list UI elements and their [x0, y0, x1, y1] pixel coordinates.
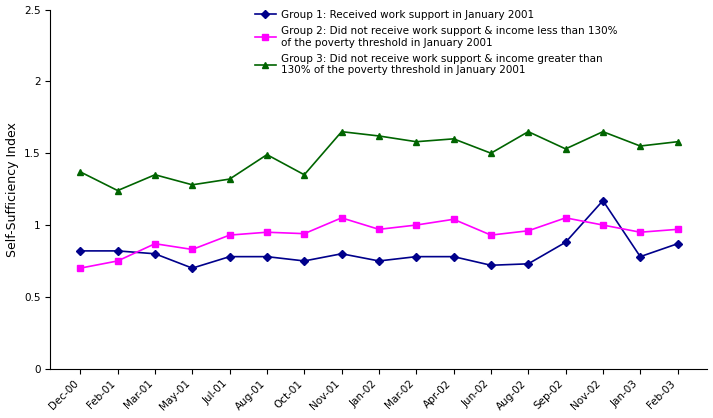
Group 1: Received work support in January 2001: (0, 0.82): Received work support in January 2001: (… — [76, 248, 85, 253]
Group 2: Did not receive work support & income less than 130%
of the poverty threshold in January 2001: (13, 1.05): Did not receive work support & income le… — [561, 215, 570, 220]
Group 1: Received work support in January 2001: (5, 0.78): Received work support in January 2001: (… — [262, 254, 271, 259]
Group 3: Did not receive work support & income greater than
130% of the poverty threshold in January 2001: (13, 1.53): Did not receive work support & income gr… — [561, 146, 570, 151]
Group 3: Did not receive work support & income greater than
130% of the poverty threshold in January 2001: (8, 1.62): Did not receive work support & income gr… — [374, 133, 383, 138]
Group 3: Did not receive work support & income greater than
130% of the poverty threshold in January 2001: (16, 1.58): Did not receive work support & income gr… — [673, 139, 682, 144]
Group 3: Did not receive work support & income greater than
130% of the poverty threshold in January 2001: (6, 1.35): Did not receive work support & income gr… — [300, 172, 309, 177]
Group 2: Did not receive work support & income less than 130%
of the poverty threshold in January 2001: (12, 0.96): Did not receive work support & income le… — [524, 228, 533, 233]
Group 2: Did not receive work support & income less than 130%
of the poverty threshold in January 2001: (2, 0.87): Did not receive work support & income le… — [150, 241, 159, 246]
Group 1: Received work support in January 2001: (2, 0.8): Received work support in January 2001: (… — [150, 251, 159, 256]
Group 3: Did not receive work support & income greater than
130% of the poverty threshold in January 2001: (3, 1.28): Did not receive work support & income gr… — [188, 182, 197, 187]
Group 3: Did not receive work support & income greater than
130% of the poverty threshold in January 2001: (2, 1.35): Did not receive work support & income gr… — [150, 172, 159, 177]
Group 3: Did not receive work support & income greater than
130% of the poverty threshold in January 2001: (14, 1.65): Did not receive work support & income gr… — [599, 129, 607, 134]
Group 3: Did not receive work support & income greater than
130% of the poverty threshold in January 2001: (11, 1.5): Did not receive work support & income gr… — [487, 151, 496, 156]
Group 3: Did not receive work support & income greater than
130% of the poverty threshold in January 2001: (9, 1.58): Did not receive work support & income gr… — [412, 139, 421, 144]
Group 1: Received work support in January 2001: (7, 0.8): Received work support in January 2001: (… — [337, 251, 346, 256]
Group 1: Received work support in January 2001: (6, 0.75): Received work support in January 2001: (… — [300, 258, 309, 263]
Line: Group 1: Received work support in January 2001: Group 1: Received work support in Januar… — [78, 198, 680, 271]
Group 3: Did not receive work support & income greater than
130% of the poverty threshold in January 2001: (7, 1.65): Did not receive work support & income gr… — [337, 129, 346, 134]
Y-axis label: Self-Sufficiency Index: Self-Sufficiency Index — [6, 122, 19, 257]
Group 1: Received work support in January 2001: (9, 0.78): Received work support in January 2001: (… — [412, 254, 421, 259]
Group 1: Received work support in January 2001: (10, 0.78): Received work support in January 2001: (… — [449, 254, 458, 259]
Group 2: Did not receive work support & income less than 130%
of the poverty threshold in January 2001: (3, 0.83): Did not receive work support & income le… — [188, 247, 197, 252]
Group 2: Did not receive work support & income less than 130%
of the poverty threshold in January 2001: (5, 0.95): Did not receive work support & income le… — [262, 230, 271, 235]
Group 3: Did not receive work support & income greater than
130% of the poverty threshold in January 2001: (1, 1.24): Did not receive work support & income gr… — [113, 188, 122, 193]
Group 1: Received work support in January 2001: (4, 0.78): Received work support in January 2001: (… — [225, 254, 234, 259]
Group 1: Received work support in January 2001: (15, 0.78): Received work support in January 2001: (… — [636, 254, 645, 259]
Group 2: Did not receive work support & income less than 130%
of the poverty threshold in January 2001: (8, 0.97): Did not receive work support & income le… — [374, 227, 383, 232]
Group 2: Did not receive work support & income less than 130%
of the poverty threshold in January 2001: (6, 0.94): Did not receive work support & income le… — [300, 231, 309, 236]
Group 2: Did not receive work support & income less than 130%
of the poverty threshold in January 2001: (0, 0.7): Did not receive work support & income le… — [76, 265, 85, 270]
Group 2: Did not receive work support & income less than 130%
of the poverty threshold in January 2001: (1, 0.75): Did not receive work support & income le… — [113, 258, 122, 263]
Group 1: Received work support in January 2001: (16, 0.87): Received work support in January 2001: (… — [673, 241, 682, 246]
Group 2: Did not receive work support & income less than 130%
of the poverty threshold in January 2001: (14, 1): Did not receive work support & income le… — [599, 222, 607, 227]
Group 3: Did not receive work support & income greater than
130% of the poverty threshold in January 2001: (15, 1.55): Did not receive work support & income gr… — [636, 143, 645, 148]
Group 1: Received work support in January 2001: (13, 0.88): Received work support in January 2001: (… — [561, 240, 570, 245]
Group 1: Received work support in January 2001: (8, 0.75): Received work support in January 2001: (… — [374, 258, 383, 263]
Legend: Group 1: Received work support in January 2001, Group 2: Did not receive work su: Group 1: Received work support in Januar… — [253, 8, 620, 77]
Group 3: Did not receive work support & income greater than
130% of the poverty threshold in January 2001: (0, 1.37): Did not receive work support & income gr… — [76, 169, 85, 174]
Group 3: Did not receive work support & income greater than
130% of the poverty threshold in January 2001: (10, 1.6): Did not receive work support & income gr… — [449, 136, 458, 141]
Group 1: Received work support in January 2001: (1, 0.82): Received work support in January 2001: (… — [113, 248, 122, 253]
Line: Group 3: Did not receive work support & income greater than
130% of the poverty threshold in January 2001: Group 3: Did not receive work support & … — [78, 129, 680, 194]
Group 2: Did not receive work support & income less than 130%
of the poverty threshold in January 2001: (11, 0.93): Did not receive work support & income le… — [487, 232, 496, 237]
Group 3: Did not receive work support & income greater than
130% of the poverty threshold in January 2001: (4, 1.32): Did not receive work support & income gr… — [225, 176, 234, 181]
Line: Group 2: Did not receive work support & income less than 130%
of the poverty threshold in January 2001: Group 2: Did not receive work support & … — [78, 215, 680, 271]
Group 3: Did not receive work support & income greater than
130% of the poverty threshold in January 2001: (12, 1.65): Did not receive work support & income gr… — [524, 129, 533, 134]
Group 2: Did not receive work support & income less than 130%
of the poverty threshold in January 2001: (15, 0.95): Did not receive work support & income le… — [636, 230, 645, 235]
Group 1: Received work support in January 2001: (3, 0.7): Received work support in January 2001: (… — [188, 265, 197, 270]
Group 2: Did not receive work support & income less than 130%
of the poverty threshold in January 2001: (16, 0.97): Did not receive work support & income le… — [673, 227, 682, 232]
Group 1: Received work support in January 2001: (14, 1.17): Received work support in January 2001: (… — [599, 198, 607, 203]
Group 2: Did not receive work support & income less than 130%
of the poverty threshold in January 2001: (7, 1.05): Did not receive work support & income le… — [337, 215, 346, 220]
Group 3: Did not receive work support & income greater than
130% of the poverty threshold in January 2001: (5, 1.49): Did not receive work support & income gr… — [262, 152, 271, 157]
Group 2: Did not receive work support & income less than 130%
of the poverty threshold in January 2001: (10, 1.04): Did not receive work support & income le… — [449, 217, 458, 222]
Group 2: Did not receive work support & income less than 130%
of the poverty threshold in January 2001: (4, 0.93): Did not receive work support & income le… — [225, 232, 234, 237]
Group 1: Received work support in January 2001: (12, 0.73): Received work support in January 2001: (… — [524, 261, 533, 266]
Group 1: Received work support in January 2001: (11, 0.72): Received work support in January 2001: (… — [487, 263, 496, 268]
Group 2: Did not receive work support & income less than 130%
of the poverty threshold in January 2001: (9, 1): Did not receive work support & income le… — [412, 222, 421, 227]
